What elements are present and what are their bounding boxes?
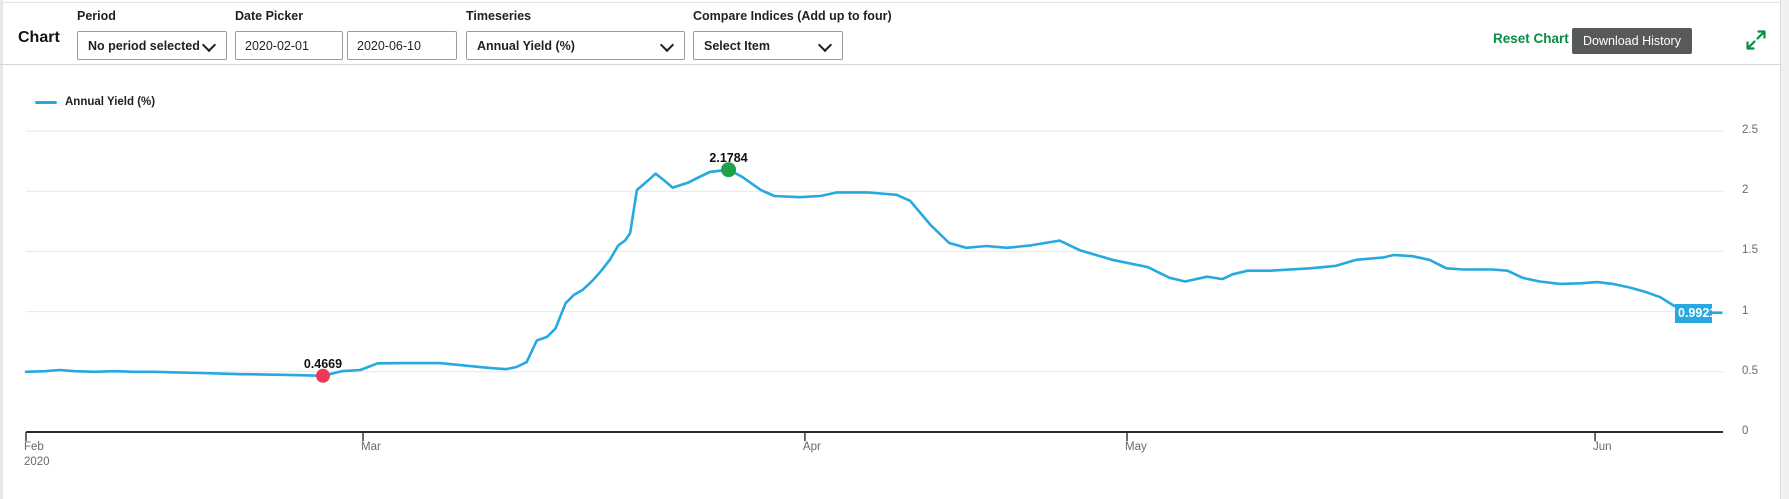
download-history-button[interactable]: Download History <box>1572 28 1692 54</box>
legend-label: Annual Yield (%) <box>65 96 156 108</box>
compare-indices-select[interactable]: Select Item <box>693 31 843 60</box>
timeseries-select-value: Annual Yield (%) <box>477 38 575 53</box>
max-value-label: 2.1784 <box>709 150 748 165</box>
date-picker-label: Date Picker <box>235 9 304 23</box>
legend-item[interactable]: Annual Yield (%) <box>35 96 155 108</box>
x-tick-label: Mar <box>361 441 381 453</box>
x-tick-label: Jun <box>1593 441 1612 453</box>
expand-icon[interactable] <box>1744 28 1768 52</box>
x-tick-label: May <box>1125 441 1147 453</box>
page-title: Chart <box>18 29 60 46</box>
page-top-border <box>0 2 1780 3</box>
compare-indices-label: Compare Indices (Add up to four) <box>693 9 892 23</box>
timeseries-label: Timeseries <box>466 9 532 23</box>
y-tick-label: 2.5 <box>1742 124 1758 136</box>
date-start-input[interactable] <box>235 31 343 60</box>
period-select[interactable]: No period selected <box>77 31 227 60</box>
x-axis-year-label: 2020 <box>24 456 50 468</box>
compare-indices-select-value: Select Item <box>704 38 771 53</box>
y-tick-label: 0 <box>1742 425 1749 437</box>
x-tick-label: Feb <box>24 441 44 453</box>
series-line <box>24 168 1723 378</box>
page-left-border <box>0 0 3 499</box>
min-value-label: 0.4669 <box>303 356 343 371</box>
scrollbar[interactable] <box>1780 0 1789 499</box>
max-marker <box>721 162 737 178</box>
y-tick-label: 2 <box>1742 184 1749 197</box>
legend-line-swatch <box>35 100 57 104</box>
y-tick-label: 0.5 <box>1742 364 1758 377</box>
min-marker <box>315 368 330 383</box>
last-value-badge: 0.9921 <box>1675 304 1712 323</box>
x-tick-label: Apr <box>802 441 821 453</box>
reset-chart-button[interactable]: Reset Chart <box>1493 31 1569 46</box>
y-tick-label: 1.5 <box>1742 244 1758 257</box>
y-tick-label: 1 <box>1742 304 1749 317</box>
chart-toolbar: Chart Period No period selected Date Pic… <box>0 3 1780 65</box>
timeseries-select[interactable]: Annual Yield (%) <box>466 31 685 60</box>
period-select-value: No period selected <box>88 38 200 53</box>
period-label: Period <box>77 9 116 23</box>
date-end-input[interactable] <box>347 31 457 60</box>
